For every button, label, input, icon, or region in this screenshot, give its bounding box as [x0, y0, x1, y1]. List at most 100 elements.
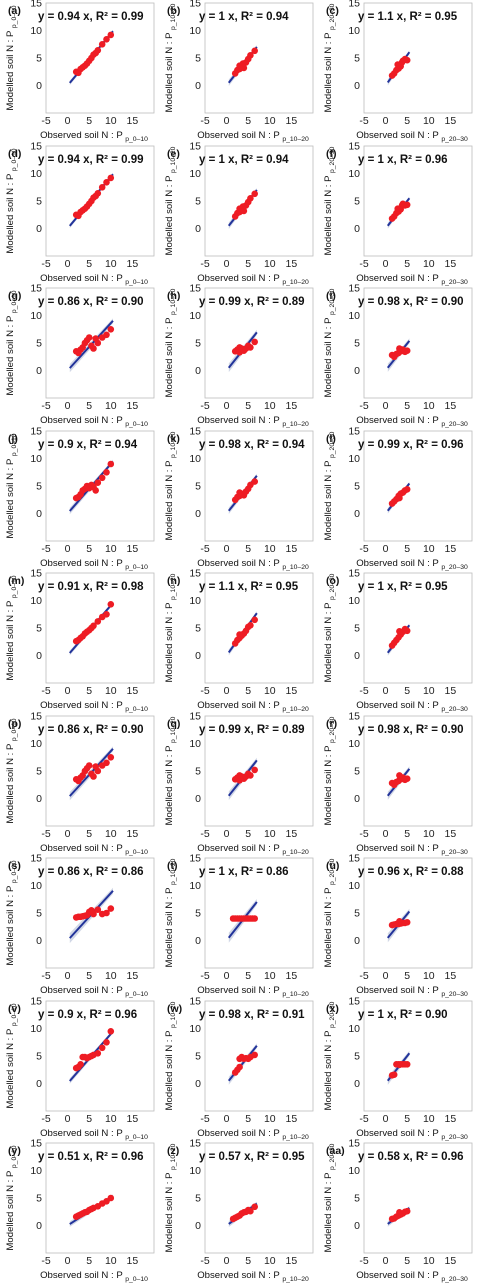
data-point: [107, 1194, 115, 1202]
y-axis-subscript: p_0–10: [11, 575, 18, 598]
x-tick-label: 0: [383, 970, 389, 982]
x-tick-label: 15: [445, 828, 457, 840]
scatter-plot: 0 5 10 15 -5 0 5 10 15 (p) y = 0.86 x, R² = 0.90 Mo…: [5, 710, 155, 856]
y-tick-label: 0: [195, 935, 201, 947]
scatter-plot: 0 5 10 15 -5 0 5 10 15 (a) y = 0.94 x, R² = 0.99 Mo…: [5, 0, 155, 143]
x-tick-label: 0: [383, 1113, 389, 1125]
x-tick-label: -5: [200, 543, 209, 555]
regression-equation: y = 0.86 x, R² = 0.90: [38, 296, 144, 308]
x-axis-title: Observed soil N : P p_20–30: [356, 843, 468, 856]
y-tick-label: 5: [354, 908, 360, 920]
data-point: [107, 1027, 115, 1035]
regression-equation: y = 0.86 x, R² = 0.86: [38, 866, 144, 878]
y-tick-label: 0: [354, 223, 360, 235]
data-point: [107, 601, 115, 608]
panel-label: (j): [8, 433, 18, 445]
x-axis-subscript: p_20–30: [441, 1134, 468, 1141]
data-point: [236, 488, 243, 496]
x-tick-label: -5: [41, 258, 50, 270]
y-tick-label: 10: [189, 1023, 201, 1035]
panel-label: (aa): [326, 1145, 345, 1157]
data-point: [103, 759, 110, 766]
y-tick-label: 0: [195, 1078, 201, 1090]
x-tick-label: 5: [86, 115, 92, 127]
y-axis-subscript: p_10–20: [170, 573, 177, 600]
regression-equation: y = 1 x, R² = 0.86: [199, 866, 289, 878]
plot-area: [363, 430, 473, 541]
x-axis-title: Observed soil N : P p_10–20: [197, 700, 309, 713]
y-tick-label: 10: [348, 1165, 360, 1177]
x-axis-title: Observed soil N : P p_20–30: [356, 1128, 468, 1141]
y-axis-title: Modelled soil N : P p_10–20: [164, 288, 177, 397]
data-point: [247, 344, 254, 351]
x-tick-label: 10: [264, 970, 276, 982]
y-axis-title: Modelled soil N : P p_10–20: [164, 431, 177, 540]
data-point: [103, 611, 110, 618]
y-axis-subscript: p_20–30: [329, 431, 336, 458]
y-tick-label: 5: [354, 195, 360, 207]
scatter-plot: 0 5 10 15 -5 0 5 10 15 (l) y = 0.99 x, R² = 0.96 Mo…: [323, 425, 473, 571]
regression-equation: y = 0.99 x, R² = 0.89: [199, 724, 305, 736]
scatter-panel: 0 5 10 15 -5 0 5 10 15 (f) y = 1 x, R² = 0.96 Model…: [318, 140, 477, 286]
regression-equation: y = 1 x, R² = 0.94: [199, 154, 289, 166]
x-tick-label: 5: [245, 970, 251, 982]
y-axis-title: Modelled soil N : P p_0–10: [5, 433, 18, 538]
x-tick-label: 0: [383, 115, 389, 127]
y-tick-label: 5: [354, 1050, 360, 1062]
regression-equation: y = 0.98 x, R² = 0.90: [358, 296, 464, 308]
data-point: [107, 326, 115, 333]
x-tick-label: 0: [65, 970, 71, 982]
x-axis-subscript: p_0–10: [125, 991, 148, 998]
x-tick-label: 0: [65, 685, 71, 697]
data-point: [403, 774, 411, 782]
x-tick-label: 10: [105, 543, 117, 555]
x-axis-title: Observed soil N : P p_0–10: [40, 843, 148, 856]
x-tick-label: 10: [264, 1113, 276, 1125]
y-axis-subscript: p_0–10: [11, 433, 18, 456]
regression-equation: y = 1.1 x, R² = 0.95: [199, 581, 299, 593]
data-point: [103, 36, 110, 43]
y-tick-label: 0: [36, 1220, 42, 1232]
data-point: [251, 915, 258, 922]
y-tick-label: 15: [189, 710, 201, 722]
x-tick-label: 15: [445, 1255, 457, 1267]
x-axis-title: Observed soil N : P p_20–30: [356, 273, 468, 286]
y-axis-subscript: p_20–30: [329, 858, 336, 885]
y-axis-subscript: p_20–30: [329, 3, 336, 30]
y-tick-label: 0: [195, 793, 201, 805]
x-tick-label: -5: [359, 258, 368, 270]
y-tick-label: 5: [354, 338, 360, 350]
y-tick-label: 0: [354, 80, 360, 92]
data-point: [94, 906, 102, 913]
x-tick-label: -5: [41, 400, 50, 412]
data-point: [240, 207, 248, 214]
plot-area: [204, 145, 314, 256]
x-tick-label: 5: [404, 1255, 410, 1267]
x-axis-title: Observed soil N : P p_20–30: [356, 1270, 468, 1283]
y-axis-title: Modelled soil N : P p_10–20: [164, 1143, 177, 1252]
y-tick-label: 10: [348, 1023, 360, 1035]
data-point: [94, 618, 102, 625]
y-tick-label: 10: [30, 310, 42, 322]
x-tick-label: -5: [200, 685, 209, 697]
regression-equation: y = 0.86 x, R² = 0.90: [38, 724, 144, 736]
x-tick-label: 10: [423, 685, 435, 697]
x-axis-subscript: p_0–10: [125, 1134, 148, 1141]
panel-label: (r): [326, 718, 337, 730]
data-point: [394, 204, 401, 212]
y-axis-subscript: p_0–10: [11, 5, 18, 28]
panel-label: (f): [326, 148, 337, 160]
y-axis-title: Modelled soil N : P p_0–10: [5, 290, 18, 395]
x-axis-title: Observed soil N : P p_10–20: [197, 130, 309, 143]
panel-label: (u): [326, 860, 339, 872]
y-tick-label: 10: [30, 168, 42, 180]
x-tick-label: 10: [264, 685, 276, 697]
x-tick-label: 0: [224, 1255, 230, 1267]
data-point: [103, 331, 110, 339]
y-tick-label: 15: [30, 1138, 42, 1150]
x-tick-label: -5: [41, 828, 50, 840]
panel-label: (a): [8, 5, 21, 17]
y-tick-label: 0: [36, 80, 42, 92]
scatter-plot: 0 5 10 15 -5 0 5 10 15 (g) y = 0.86 x, R² = 0.90 Mo…: [5, 283, 155, 428]
x-tick-label: -5: [41, 115, 50, 127]
